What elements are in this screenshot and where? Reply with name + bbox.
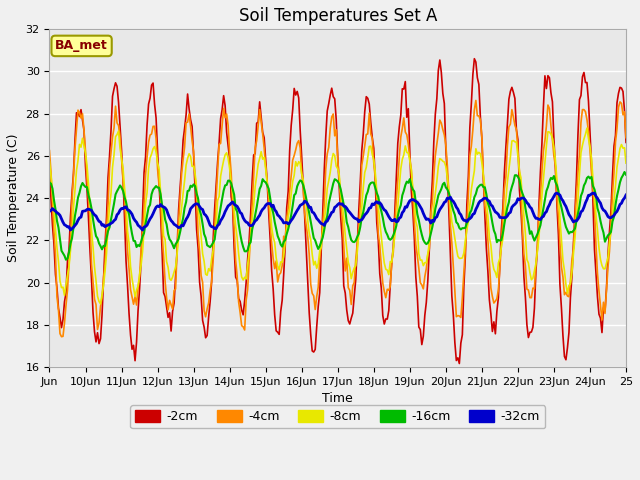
-8cm [448,219,456,225]
-4cm [430,172,438,178]
-8cm [430,203,438,209]
-16cm [59,250,67,256]
-16cm [62,257,70,263]
-16cm [622,172,630,178]
-4cm [622,135,630,141]
-2cm [447,250,454,255]
-8cm [97,301,104,307]
X-axis label: Time: Time [323,392,353,405]
Line: -2cm: -2cm [49,59,626,363]
-2cm [283,205,291,211]
-32cm [59,219,67,225]
-2cm [470,56,478,61]
Text: BA_met: BA_met [55,39,108,52]
-4cm [472,97,480,103]
-32cm [139,227,147,233]
-2cm [45,169,53,175]
-2cm [351,294,358,300]
-8cm [45,158,53,164]
Line: -4cm: -4cm [49,100,626,336]
-32cm [448,197,456,203]
-32cm [430,218,438,224]
-2cm [97,336,104,342]
-16cm [430,217,438,223]
-32cm [553,190,561,196]
-32cm [622,192,630,198]
-8cm [622,160,630,166]
-16cm [621,169,628,175]
-16cm [284,226,292,232]
Legend: -2cm, -4cm, -8cm, -16cm, -32cm: -2cm, -4cm, -8cm, -16cm, -32cm [131,405,545,428]
Line: -32cm: -32cm [49,193,626,230]
-8cm [284,214,292,220]
-16cm [352,238,360,243]
-8cm [583,125,591,131]
-4cm [58,334,65,339]
-16cm [45,180,53,185]
-2cm [59,317,67,323]
Y-axis label: Soil Temperature (C): Soil Temperature (C) [7,134,20,263]
-4cm [61,320,68,326]
-32cm [45,208,53,214]
-8cm [352,263,360,269]
-16cm [448,203,456,208]
Line: -8cm: -8cm [49,128,626,304]
Title: Soil Temperatures Set A: Soil Temperatures Set A [239,7,437,25]
-32cm [352,216,360,222]
-4cm [284,205,292,211]
-2cm [456,360,463,366]
-2cm [622,140,630,145]
-32cm [284,221,292,227]
-8cm [98,292,106,298]
-4cm [448,240,456,246]
-8cm [59,284,67,290]
-32cm [97,219,104,225]
Line: -16cm: -16cm [49,172,626,260]
-16cm [98,246,106,252]
-4cm [98,295,106,300]
-2cm [428,179,436,184]
-4cm [352,256,360,262]
-4cm [45,148,53,154]
